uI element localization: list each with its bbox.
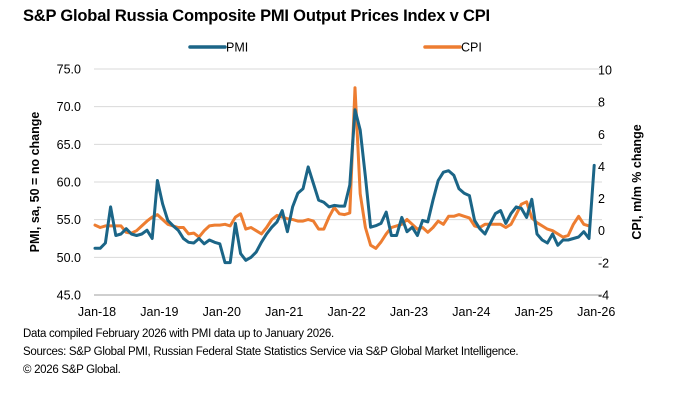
x-axis-ticks: Jan-18 Jan-19 Jan-20 Jan-21 Jan-22 Jan-23 Jan-… — [78, 305, 615, 319]
x-tick-label: Jan-20 — [203, 305, 241, 319]
x-tick-label: Jan-19 — [140, 305, 178, 319]
right-tick-label: 0 — [598, 224, 605, 238]
right-tick-label: 8 — [598, 96, 605, 110]
right-tick-label: -4 — [598, 289, 609, 303]
x-tick-label: Jan-22 — [327, 305, 365, 319]
legend-label: PMI — [226, 41, 248, 55]
legend-item-cpi: CPI — [423, 41, 482, 55]
right-axis-ticks: -4 -2 0 2 4 6 8 10 — [598, 64, 612, 303]
right-tick-label: 10 — [598, 64, 612, 78]
x-tick-label: Jan-25 — [515, 305, 553, 319]
right-tick-label: 2 — [598, 192, 605, 206]
right-tick-label: 6 — [598, 128, 605, 142]
right-tick-label: -2 — [598, 256, 609, 270]
left-axis-label: PMI, sa, 50 = no change — [28, 112, 42, 253]
left-tick-label: 65.0 — [57, 138, 81, 152]
x-tick-label: Jan-24 — [452, 305, 490, 319]
left-axis-ticks: 45.0 50.0 55.0 60.0 65.0 70.0 75.0 — [57, 63, 81, 303]
footer-note: Data compiled February 2026 with PMI dat… — [23, 328, 334, 340]
gridlines — [94, 68, 602, 296]
footer-copyright: © 2026 S&P Global. — [23, 364, 121, 376]
x-tick-label: Jan-23 — [390, 305, 428, 319]
series-line-pmi — [93, 108, 596, 265]
legend-label: CPI — [461, 41, 482, 55]
chart-title: S&P Global Russia Composite PMI Output P… — [23, 7, 490, 25]
footer-sources: Sources: S&P Global PMI, Russian Federal… — [23, 346, 519, 358]
left-tick-label: 60.0 — [57, 176, 81, 190]
legend-item-pmi: PMI — [188, 41, 248, 55]
left-tick-label: 70.0 — [57, 100, 81, 114]
left-tick-label: 75.0 — [57, 63, 81, 77]
series-line-cpi — [93, 86, 591, 250]
right-tick-label: 4 — [598, 160, 605, 174]
left-tick-label: 45.0 — [57, 289, 81, 303]
x-tick-label: Jan-21 — [265, 305, 303, 319]
series-lines — [93, 86, 596, 265]
right-axis-label: CPI, m/m % change — [630, 124, 644, 239]
left-tick-label: 55.0 — [57, 213, 81, 227]
x-tick-label: Jan-18 — [78, 305, 116, 319]
x-tick-label: Jan-26 — [577, 305, 615, 319]
left-tick-label: 50.0 — [57, 251, 81, 265]
legend: PMI CPI — [188, 41, 482, 55]
